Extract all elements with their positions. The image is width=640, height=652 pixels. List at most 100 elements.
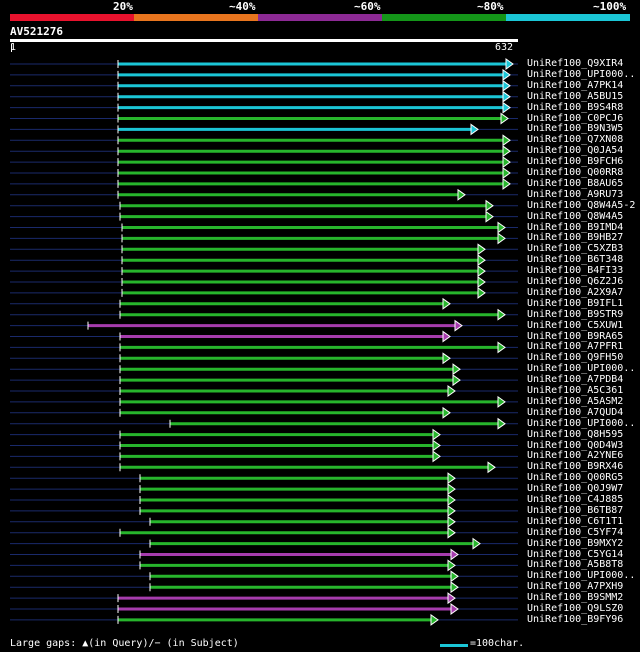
hit-end-arrow: [447, 526, 456, 539]
legend-segment: [506, 14, 630, 21]
hit-end-arrow: [477, 276, 486, 288]
hit-label[interactable]: UniRef100_A7PK14: [527, 79, 624, 91]
hit-label[interactable]: UniRef100_C5XZB3: [527, 243, 624, 255]
hit-end-arrow: [502, 156, 511, 169]
hit-end-arrow: [497, 395, 506, 408]
hit-label[interactable]: UniRef100_B9STR9: [527, 308, 624, 320]
hit-end-arrow: [487, 461, 496, 474]
hit-label[interactable]: UniRef100_A5B8T8: [527, 559, 624, 571]
hit-label[interactable]: UniRef100_UPI000..: [527, 417, 636, 429]
hit-end-arrow: [485, 210, 494, 223]
hit-label[interactable]: UniRef100_C6T1T1: [527, 515, 624, 527]
hit-label[interactable]: UniRef100_UPI000..: [527, 570, 636, 582]
hit-end-arrow: [447, 559, 456, 572]
hit-label[interactable]: UniRef100_C5XUW1: [527, 319, 624, 331]
hit-end-arrow: [450, 603, 459, 615]
hit-label[interactable]: UniRef100_C5YF74: [527, 526, 624, 538]
hit-label[interactable]: UniRef100_UPI000..: [527, 68, 636, 80]
hit-label[interactable]: UniRef100_B6T348: [527, 254, 624, 266]
ruler-start-tick: [11, 44, 12, 52]
legend-percent-label: ~80%: [477, 0, 504, 13]
hit-end-arrow: [450, 570, 459, 583]
scale-label: =100char.: [470, 638, 525, 649]
hit-label[interactable]: UniRef100_A2YNE6: [527, 450, 624, 462]
hit-label[interactable]: UniRef100_A5C361: [527, 385, 624, 396]
hit-label[interactable]: UniRef100_A9RU73: [527, 188, 624, 200]
hit-label[interactable]: UniRef100_Q8W4A5-2: [527, 199, 636, 211]
hit-end-arrow: [477, 254, 486, 267]
hit-label[interactable]: UniRef100_B9RA65: [527, 330, 624, 342]
hit-label[interactable]: UniRef100_B9FCH6: [527, 156, 624, 168]
hit-label[interactable]: UniRef100_B9IFL1: [527, 297, 624, 309]
hit-end-arrow: [472, 537, 481, 550]
hit-label[interactable]: UniRef100_A5BU15: [527, 90, 624, 102]
hit-label[interactable]: UniRef100_A7PFR1: [527, 341, 624, 353]
hit-label[interactable]: UniRef100_A5ASM2: [527, 395, 624, 407]
hit-end-arrow: [502, 177, 511, 190]
hit-label[interactable]: UniRef100_B9RX46: [527, 461, 624, 473]
hit-label[interactable]: UniRef100_Q8W4A5: [527, 210, 624, 222]
hit-label[interactable]: UniRef100_B9S4R8: [527, 101, 624, 113]
ruler-end-label: 632: [495, 42, 514, 53]
hit-end-arrow: [432, 439, 441, 452]
hit-label[interactable]: UniRef100_B4FI33: [527, 265, 624, 277]
hit-label[interactable]: UniRef100_A7PXH9: [527, 581, 624, 593]
hit-label[interactable]: UniRef100_Q00RG5: [527, 472, 624, 484]
hit-label[interactable]: UniRef100_Q00RR8: [527, 167, 624, 178]
hit-end-arrow: [447, 483, 456, 496]
hit-label[interactable]: UniRef100_A2X9A7: [527, 286, 624, 298]
hit-end-arrow: [502, 101, 511, 114]
hit-end-arrow: [447, 504, 456, 517]
hit-label[interactable]: UniRef100_B9HB27: [527, 232, 624, 244]
hit-label[interactable]: UniRef100_Q8H595: [527, 428, 624, 440]
legend-segment: [134, 14, 258, 21]
hit-label[interactable]: UniRef100_B8AU65: [527, 177, 624, 189]
hit-end-arrow: [452, 363, 461, 376]
hit-end-arrow: [502, 145, 511, 158]
hit-label[interactable]: UniRef100_C5YG14: [527, 548, 624, 560]
scale-bar: [440, 644, 468, 647]
hit-end-arrow: [485, 199, 494, 212]
hit-label[interactable]: UniRef100_Q0JA54: [527, 145, 624, 157]
legend-percent-label: ~100%: [593, 0, 627, 13]
hit-label[interactable]: UniRef100_B6TB87: [527, 504, 624, 516]
hit-end-arrow: [500, 112, 509, 125]
hit-end-arrow: [502, 90, 511, 103]
hit-end-arrow: [442, 297, 451, 310]
hit-label[interactable]: UniRef100_B9N3W5: [527, 123, 624, 135]
hit-end-arrow: [447, 592, 456, 605]
hit-label[interactable]: UniRef100_Q7XN08: [527, 134, 624, 146]
hit-label[interactable]: UniRef100_B9SMM2: [527, 592, 624, 604]
legend-segment: [382, 14, 506, 21]
hit-end-arrow: [454, 319, 463, 332]
hit-end-arrow: [497, 221, 506, 234]
hit-end-arrow: [477, 286, 486, 299]
legend-segment: [10, 14, 134, 21]
hit-label[interactable]: UniRef100_Q9LSZ0: [527, 603, 624, 614]
hit-end-arrow: [457, 188, 466, 201]
hit-label[interactable]: UniRef100_UPI000..: [527, 363, 636, 375]
hit-label[interactable]: UniRef100_Q9FH50: [527, 352, 624, 364]
hit-end-arrow: [477, 265, 486, 278]
query-name: AV521276: [10, 25, 63, 38]
hit-end-arrow: [432, 450, 441, 463]
hit-label[interactable]: UniRef100_A7QUD4: [527, 406, 624, 418]
hit-label[interactable]: UniRef100_Q6Z2J6: [527, 276, 624, 287]
hit-label[interactable]: UniRef100_A7PDB4: [527, 374, 624, 386]
hit-end-arrow: [450, 548, 459, 561]
hit-label[interactable]: UniRef100_Q0D4W3: [527, 439, 624, 451]
hit-label[interactable]: UniRef100_Q9XIR4: [527, 58, 624, 69]
hit-label[interactable]: UniRef100_B9MXY2: [527, 537, 624, 549]
hit-end-arrow: [502, 134, 511, 147]
hit-label[interactable]: UniRef100_B9FY96: [527, 613, 624, 625]
hit-label[interactable]: UniRef100_Q0J9W7: [527, 483, 624, 495]
hit-label[interactable]: UniRef100_C4J885: [527, 494, 624, 505]
hit-label[interactable]: UniRef100_B9IMD4: [527, 221, 624, 233]
hit-end-arrow: [497, 308, 506, 321]
legend-percent-label: ~40%: [229, 0, 256, 13]
hit-end-arrow: [452, 374, 461, 387]
hit-end-arrow: [447, 494, 456, 506]
hit-label[interactable]: UniRef100_C0PCJ6: [527, 112, 624, 124]
hit-end-arrow: [442, 406, 451, 419]
